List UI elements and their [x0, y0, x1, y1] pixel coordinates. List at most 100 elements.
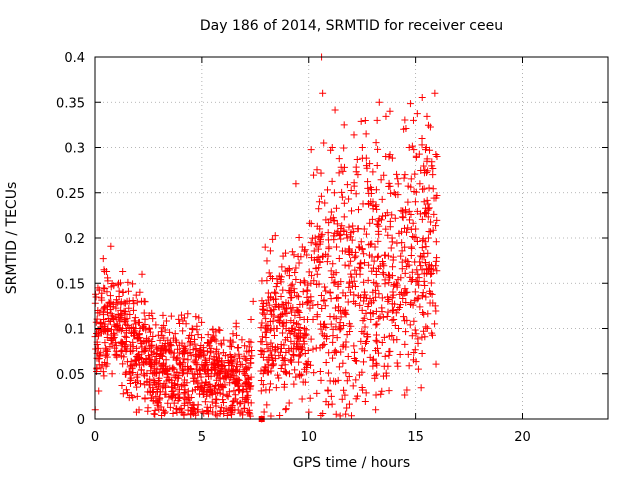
data-point: [330, 189, 338, 197]
scatter-marker: [364, 178, 372, 186]
scatter-marker: [260, 408, 268, 416]
scatter-marker: [325, 349, 333, 357]
scatter-marker: [180, 368, 188, 376]
scatter-marker: [428, 269, 436, 277]
scatter-marker: [384, 252, 392, 260]
scatter-marker: [396, 351, 404, 359]
scatter-marker: [409, 232, 417, 240]
scatter-marker: [351, 254, 359, 262]
scatter-marker: [340, 121, 348, 129]
scatter-marker: [401, 391, 409, 399]
scatter-marker: [181, 399, 189, 407]
scatter-marker: [325, 369, 333, 377]
scatter-marker: [244, 374, 252, 382]
scatter-marker: [212, 337, 220, 345]
scatter-marker: [409, 356, 417, 364]
scatter-marker: [343, 404, 351, 412]
data-point: [191, 356, 199, 364]
scatter-marker: [264, 296, 272, 304]
scatter-marker: [126, 310, 134, 318]
data-point: [288, 325, 296, 332]
scatter-marker: [101, 303, 109, 311]
scatter-marker: [383, 313, 391, 321]
scatter-marker: [160, 334, 168, 342]
scatter-marker: [413, 238, 421, 246]
scatter-marker: [94, 332, 102, 340]
scatter-marker: [424, 200, 432, 208]
data-point: [281, 361, 289, 369]
scatter-marker: [355, 243, 363, 251]
data-point: [202, 379, 210, 387]
scatter-marker: [220, 336, 228, 344]
scatter-marker: [206, 404, 214, 412]
scatter-marker: [346, 288, 354, 296]
y-tick-label: 0.35: [56, 96, 85, 111]
scatter-marker: [227, 371, 235, 379]
scatter-marker: [347, 257, 355, 265]
scatter-marker: [425, 227, 433, 235]
scatter-marker: [127, 341, 135, 349]
scatter-marker: [120, 353, 128, 361]
scatter-marker: [421, 281, 429, 289]
scatter-marker: [212, 402, 220, 410]
scatter-marker: [328, 273, 336, 281]
scatter-marker: [418, 141, 426, 149]
scatter-marker: [325, 236, 333, 244]
scatter-marker: [235, 350, 243, 358]
scatter-marker: [236, 400, 244, 408]
scatter-marker: [366, 219, 374, 227]
scatter-marker: [149, 397, 157, 405]
scatter-marker: [429, 185, 437, 193]
scatter-marker: [361, 339, 369, 347]
data-point: [170, 365, 178, 373]
data-point: [324, 252, 332, 260]
scatter-marker: [403, 262, 411, 270]
scatter-marker: [291, 268, 299, 276]
scatter-marker: [278, 361, 286, 369]
scatter-marker: [232, 323, 240, 331]
scatter-marker: [418, 333, 426, 341]
scatter-marker: [345, 320, 353, 328]
scatter-marker: [424, 213, 432, 221]
scatter-marker: [306, 304, 314, 312]
scatter-marker: [361, 398, 369, 406]
data-point: [136, 288, 144, 296]
scatter-marker: [413, 295, 421, 303]
scatter-marker: [277, 292, 285, 300]
scatter-marker: [317, 376, 325, 384]
y-tick-label: 0.15: [56, 277, 85, 292]
scatter-marker: [330, 216, 338, 224]
scatter-marker: [418, 244, 426, 252]
scatter-marker: [107, 337, 115, 345]
scatter-marker: [259, 353, 267, 361]
scatter-marker: [415, 274, 423, 282]
scatter-marker: [233, 331, 241, 339]
scatter-marker: [313, 222, 321, 230]
scatter-marker: [173, 345, 181, 353]
scatter-marker: [357, 117, 365, 125]
scatter-marker: [197, 384, 205, 392]
scatter-marker: [348, 273, 356, 281]
scatter-marker: [405, 362, 413, 370]
scatter-marker: [169, 364, 177, 372]
scatter-marker: [321, 283, 329, 291]
scatter-marker: [281, 380, 289, 388]
x-tick-label: 20: [514, 430, 531, 445]
scatter-marker: [429, 226, 437, 234]
scatter-marker: [327, 295, 335, 303]
scatter-marker: [357, 238, 365, 246]
scatter-marker: [121, 370, 129, 378]
scatter-marker: [279, 301, 287, 309]
scatter-marker: [376, 313, 384, 321]
scatter-marker: [118, 382, 126, 390]
scatter-marker: [362, 130, 370, 138]
scatter-marker: [110, 282, 118, 290]
scatter-marker: [189, 346, 197, 354]
scatter-marker: [415, 281, 423, 289]
scatter-marker: [201, 398, 209, 406]
scatter-marker: [357, 293, 365, 301]
data-point: [412, 225, 420, 233]
scatter-marker: [126, 376, 134, 384]
scatter-marker: [275, 374, 283, 382]
scatter-marker: [248, 347, 256, 355]
